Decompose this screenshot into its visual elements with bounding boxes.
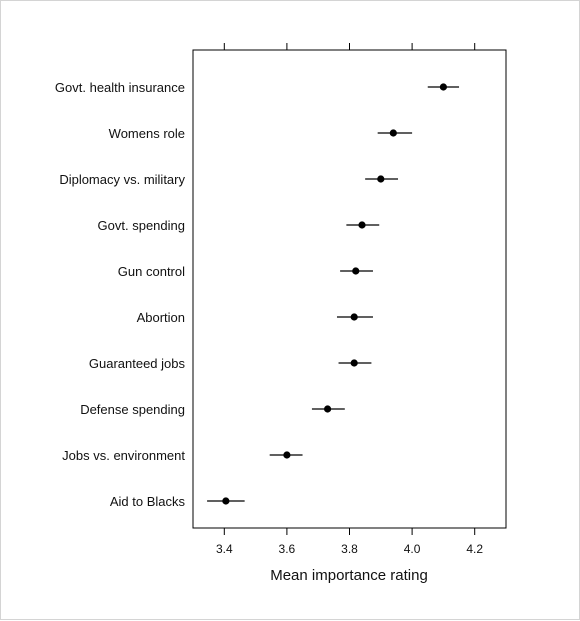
x-tick-label: 3.4 xyxy=(216,542,233,556)
category-label: Defense spending xyxy=(80,402,185,417)
top-axis-ticks xyxy=(223,43,476,50)
data-point xyxy=(352,267,360,275)
data-marks xyxy=(207,83,460,505)
data-point xyxy=(323,405,332,413)
data-point xyxy=(389,129,397,137)
data-point xyxy=(350,359,358,367)
data-point xyxy=(283,451,291,459)
x-tick-label: 3.8 xyxy=(341,542,358,556)
x-tick-label: 4.2 xyxy=(466,542,483,556)
category-label: Govt. health insurance xyxy=(55,80,185,95)
category-label: Gun control xyxy=(118,264,185,279)
plot-area xyxy=(192,49,507,529)
category-label: Diplomacy vs. military xyxy=(59,172,185,187)
x-axis-title: Mean importance rating xyxy=(270,567,428,584)
category-label: Jobs vs. environment xyxy=(62,448,185,463)
bottom-axis-ticks xyxy=(223,528,476,535)
category-label: Govt. spending xyxy=(98,218,185,233)
data-point xyxy=(439,83,447,91)
category-label: Abortion xyxy=(137,310,185,325)
x-tick-labels: 3.4 3.6 3.8 4.0 4.2 xyxy=(216,542,483,556)
category-label: Womens role xyxy=(109,126,185,141)
category-label: Guaranteed jobs xyxy=(89,356,186,371)
data-point xyxy=(377,175,385,183)
category-labels: Govt. health insurance Womens role Diploma… xyxy=(55,80,186,509)
x-tick-label: 4.0 xyxy=(404,542,421,556)
category-label: Aid to Blacks xyxy=(110,494,186,509)
x-tick-label: 3.6 xyxy=(279,542,296,556)
data-point xyxy=(222,497,230,505)
data-point xyxy=(350,313,358,321)
data-point xyxy=(358,221,366,229)
